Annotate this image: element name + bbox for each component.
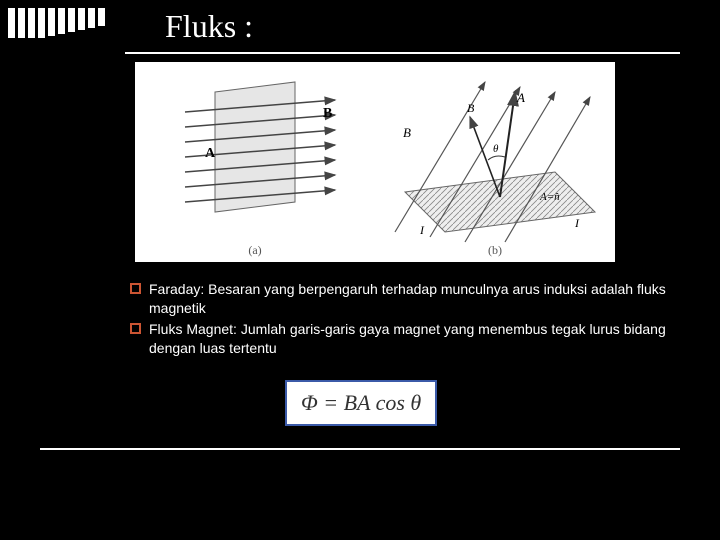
figure-panel-a: A B (a) [135,62,375,262]
bullet-text: Fluks Magnet: Jumlah garis-garis gaya ma… [149,320,690,358]
bottom-rule [40,448,680,450]
label-theta: θ [493,143,499,155]
figure-container: A B (a) B B θ [135,62,615,262]
formula-text: Φ = BA cos θ [301,390,421,415]
label-B: B [323,106,332,121]
corner-decoration [8,8,105,38]
label-I: I [574,216,580,230]
formula-box: Φ = BA cos θ [285,380,437,426]
title-underline [125,52,680,54]
panel-b-label: (b) [488,243,502,258]
label-A: A [205,146,216,161]
slide-title: Fluks : [165,8,253,45]
diagram-a-svg: A B [135,62,375,262]
diagram-b-svg: B B θ A A=n̂ I I [375,62,615,262]
svg-text:B: B [467,101,475,115]
bullet-item: Fluks Magnet: Jumlah garis-garis gaya ma… [130,320,690,358]
label-An: A=n̂ [539,191,560,203]
bullet-marker-icon [130,283,141,294]
figure-panel-b: B B θ A A=n̂ I I (b) [375,62,615,262]
bullet-marker-icon [130,323,141,334]
svg-text:I: I [419,223,425,237]
bullet-item: Faraday: Besaran yang berpengaruh terhad… [130,280,690,318]
label-B-b: B [403,125,411,140]
bullet-list: Faraday: Besaran yang berpengaruh terhad… [130,280,690,360]
bullet-text: Faraday: Besaran yang berpengaruh terhad… [149,280,690,318]
panel-a-label: (a) [248,243,261,258]
label-A-b: A [516,90,525,105]
